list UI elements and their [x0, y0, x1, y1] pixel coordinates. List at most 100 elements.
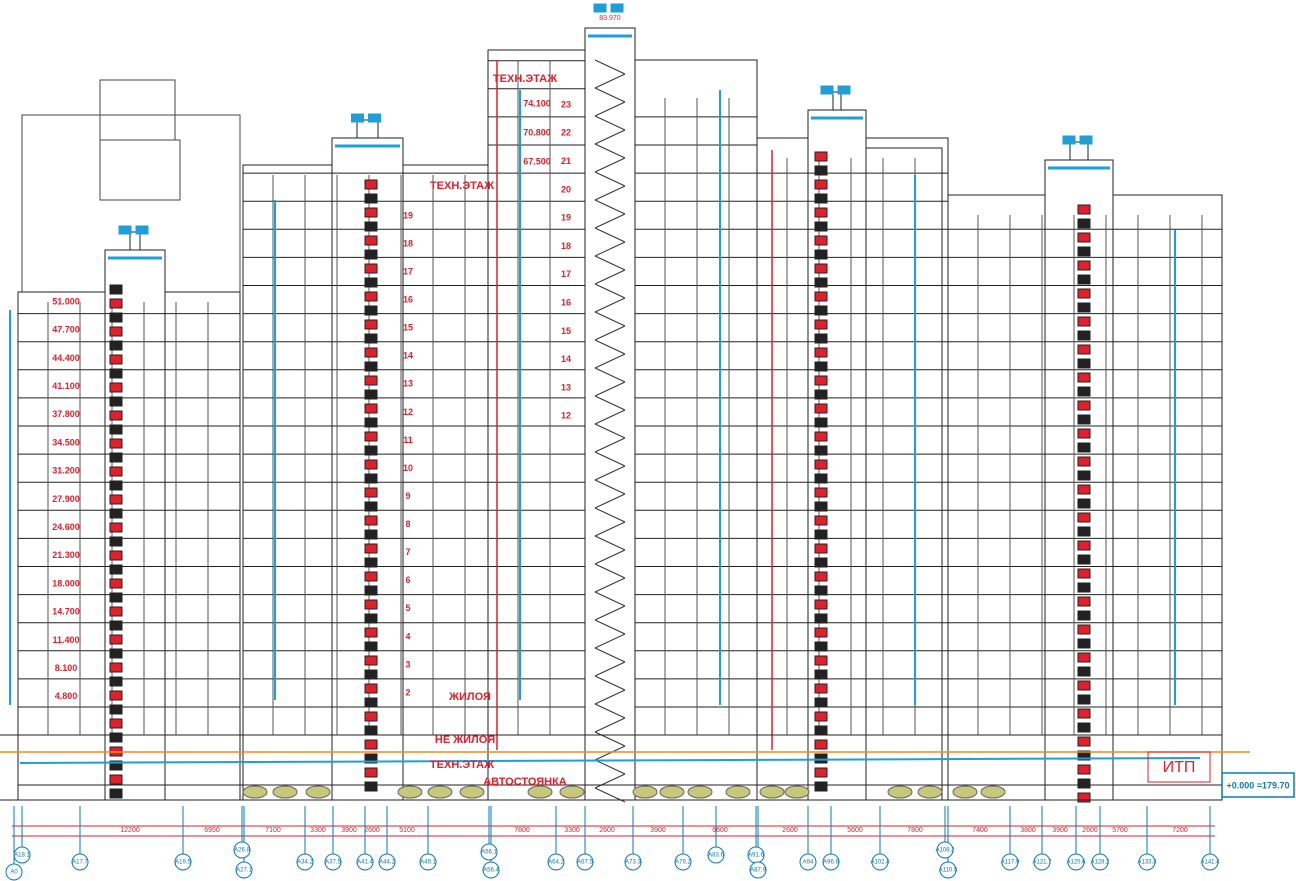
tech-floor-label: ТЕХН.ЭТАЖ: [493, 73, 557, 85]
drawing-rect: [814, 319, 828, 330]
drawing-rect: [99, 139, 181, 201]
drawing-line: [594, 731, 626, 747]
drawing-rect: [814, 571, 828, 582]
drawing-rect: [814, 585, 828, 596]
drawing-rect: [118, 225, 132, 235]
dimension: 5600: [847, 827, 863, 834]
drawing-rect: [364, 529, 378, 540]
elevation-mark: 41.100: [52, 381, 80, 391]
drawing-rect: [109, 550, 123, 561]
drawing-rect: [109, 662, 123, 673]
drawing-rect: [364, 403, 378, 414]
drawing-rect: [109, 410, 123, 421]
axis-label: A125.6: [1066, 860, 1086, 866]
car: [725, 785, 751, 799]
drawing-rect: [1077, 386, 1091, 397]
axis-bubble: [174, 853, 192, 871]
drawing-rect: [1077, 330, 1091, 341]
drawing-rect: [865, 147, 943, 801]
floor-number: 11: [403, 435, 413, 445]
drawing-rect: [1077, 274, 1091, 285]
drawing-rect: [1077, 456, 1091, 467]
drawing-line: [594, 171, 626, 187]
axis-bubble: [5, 863, 23, 881]
axis-label: A44.2: [379, 860, 395, 866]
drawing-rect: [814, 739, 828, 750]
drawing-line: [594, 381, 626, 397]
axis-bubble: [1033, 853, 1051, 871]
drawing-line: [594, 451, 626, 467]
axis-label: A26.8: [234, 848, 250, 854]
drawing-rect: [364, 487, 378, 498]
drawing-rect: [1077, 540, 1091, 551]
axis-bubble: [1067, 853, 1085, 871]
drawing-rect: [109, 312, 123, 323]
axis-label: A87.9: [750, 868, 766, 874]
drawing-line: [594, 255, 626, 271]
drawing-rect: [109, 424, 123, 435]
drawing-rect: [1077, 260, 1091, 271]
axis-label: A94: [803, 860, 814, 866]
axis-label: A37.5: [325, 860, 341, 866]
drawing-line: [594, 619, 626, 635]
drawing-rect: [1077, 316, 1091, 327]
axis-bubble: [576, 853, 594, 871]
drawing-rect: [364, 375, 378, 386]
floor-number: 2: [405, 687, 410, 697]
floor-number: 6: [405, 575, 410, 585]
floor-number: 22: [561, 128, 571, 138]
drawing-rect: [364, 361, 378, 372]
drawing-rect: [1069, 141, 1089, 161]
car: [272, 785, 298, 799]
dimension: 5700: [1112, 827, 1128, 834]
elevation-mark: 34.500: [52, 437, 80, 447]
drawing-rect: [364, 571, 378, 582]
drawing-rect: [364, 515, 378, 526]
dimension: 2600: [599, 827, 615, 834]
itp-frame: [1147, 751, 1211, 783]
drawing-rect: [814, 193, 828, 204]
drawing-rect: [364, 319, 378, 330]
floor-number: 15: [561, 326, 571, 336]
drawing-rect: [364, 669, 378, 680]
drawing-line: [594, 339, 626, 355]
drawing-rect: [364, 305, 378, 316]
axis-bubble: [378, 853, 396, 871]
dimension: 7200: [1172, 827, 1188, 834]
drawing-rect: [364, 655, 378, 666]
axis-label: A0: [10, 870, 18, 876]
drawing-rect: [364, 613, 378, 624]
axis-label: A121.7: [1032, 860, 1052, 866]
building-lines: [0, 3, 1250, 864]
drawing-rect: [837, 85, 851, 95]
drawing-rect: [814, 711, 828, 722]
drawing-rect: [814, 249, 828, 260]
drawing-rect: [1077, 568, 1091, 579]
elevation-mark: 14.700: [52, 607, 80, 617]
drawing-line: [594, 591, 626, 607]
drawing-rect: [1077, 498, 1091, 509]
drawing-rect: [364, 221, 378, 232]
drawing-rect: [109, 522, 123, 533]
drawing-rect: [1077, 750, 1091, 761]
drawing-rect: [364, 697, 378, 708]
axis-bubble: [419, 853, 437, 871]
drawing-rect: [814, 235, 828, 246]
axis-bubble: [482, 861, 500, 879]
drawing-rect: [109, 592, 123, 603]
drawing-rect: [364, 753, 378, 764]
drawing-rect: [109, 438, 123, 449]
axis-bubble: [296, 853, 314, 871]
dimension: 6600: [712, 827, 728, 834]
drawing-rect: [109, 760, 123, 771]
drawing-line: [594, 199, 626, 215]
drawing-line: [594, 479, 626, 495]
drawing-rect: [109, 466, 123, 477]
drawing-rect: [610, 3, 624, 13]
itp-label: ИТП: [1163, 759, 1196, 776]
floor-number: 21: [561, 156, 571, 166]
dimension: 7400: [972, 827, 988, 834]
drawing-rect: [364, 459, 378, 470]
floor-number: 10: [403, 463, 413, 473]
drawing-rect: [814, 613, 828, 624]
